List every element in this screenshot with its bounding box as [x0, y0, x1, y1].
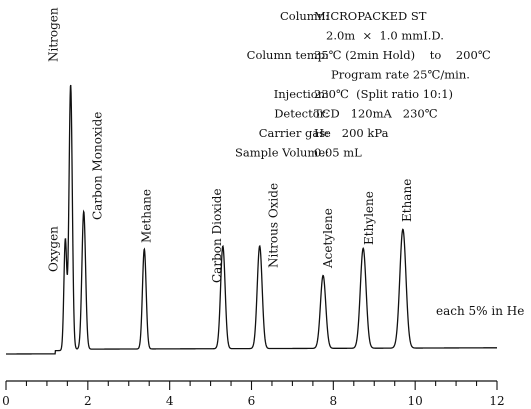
condition-value: Program rate 25℃/min.	[331, 68, 470, 82]
condition-value: 0.05 mL	[314, 146, 362, 160]
x-tick-label: 6	[248, 394, 256, 408]
condition-value: He 200 kPa	[314, 126, 389, 140]
condition-value: MICROPACKED ST	[314, 9, 427, 23]
x-tick-label: 2	[84, 394, 92, 408]
condition-label: Injection:	[274, 87, 329, 101]
condition-value: 230℃ (Split ratio 10:1)	[314, 87, 453, 101]
x-tick-label: 10	[408, 394, 423, 408]
peak-label: Nitrogen	[47, 7, 61, 62]
condition-value: 35℃ (2min Hold) to 200℃	[314, 48, 491, 62]
x-axis: 0 2 4 6 8 10 12	[2, 380, 505, 408]
condition-value: 2.0m × 1.0 mmI.D.	[326, 29, 444, 43]
sample-note: each 5% in He	[436, 304, 524, 318]
peak-label: Ethylene	[362, 191, 376, 245]
peak-label: Acetylene	[321, 208, 335, 269]
condition-value: TCD 120mA 230℃	[314, 107, 438, 121]
condition-label: Column:	[280, 9, 329, 23]
peak-label: Carbon Monoxide	[91, 112, 105, 220]
peak-label: Nitrous Oxide	[267, 183, 281, 268]
chromatogram-trace	[6, 84, 497, 355]
x-tick-label: 4	[166, 394, 174, 408]
condition-label: Carrier gas:	[259, 126, 329, 140]
peak-labels: Oxygen Nitrogen Carbon Monoxide Methane Carb…	[46, 7, 414, 283]
peak-label: Oxygen	[46, 226, 60, 272]
peak-label: Ethane	[400, 179, 414, 222]
x-tick-label: 8	[330, 394, 338, 408]
peak-label: Methane	[139, 189, 153, 243]
conditions-block: Column:MICROPACKED ST 2.0m × 1.0 mmI.D. Co…	[235, 9, 491, 160]
x-tick-label: 12	[489, 394, 504, 408]
condition-label: Sample Volume:	[235, 146, 329, 160]
peak-label: Carbon Dioxide	[210, 188, 224, 283]
condition-label: Detector:	[274, 107, 329, 121]
x-tick-label: 0	[2, 394, 10, 408]
condition-label: Column temp:	[247, 48, 329, 62]
